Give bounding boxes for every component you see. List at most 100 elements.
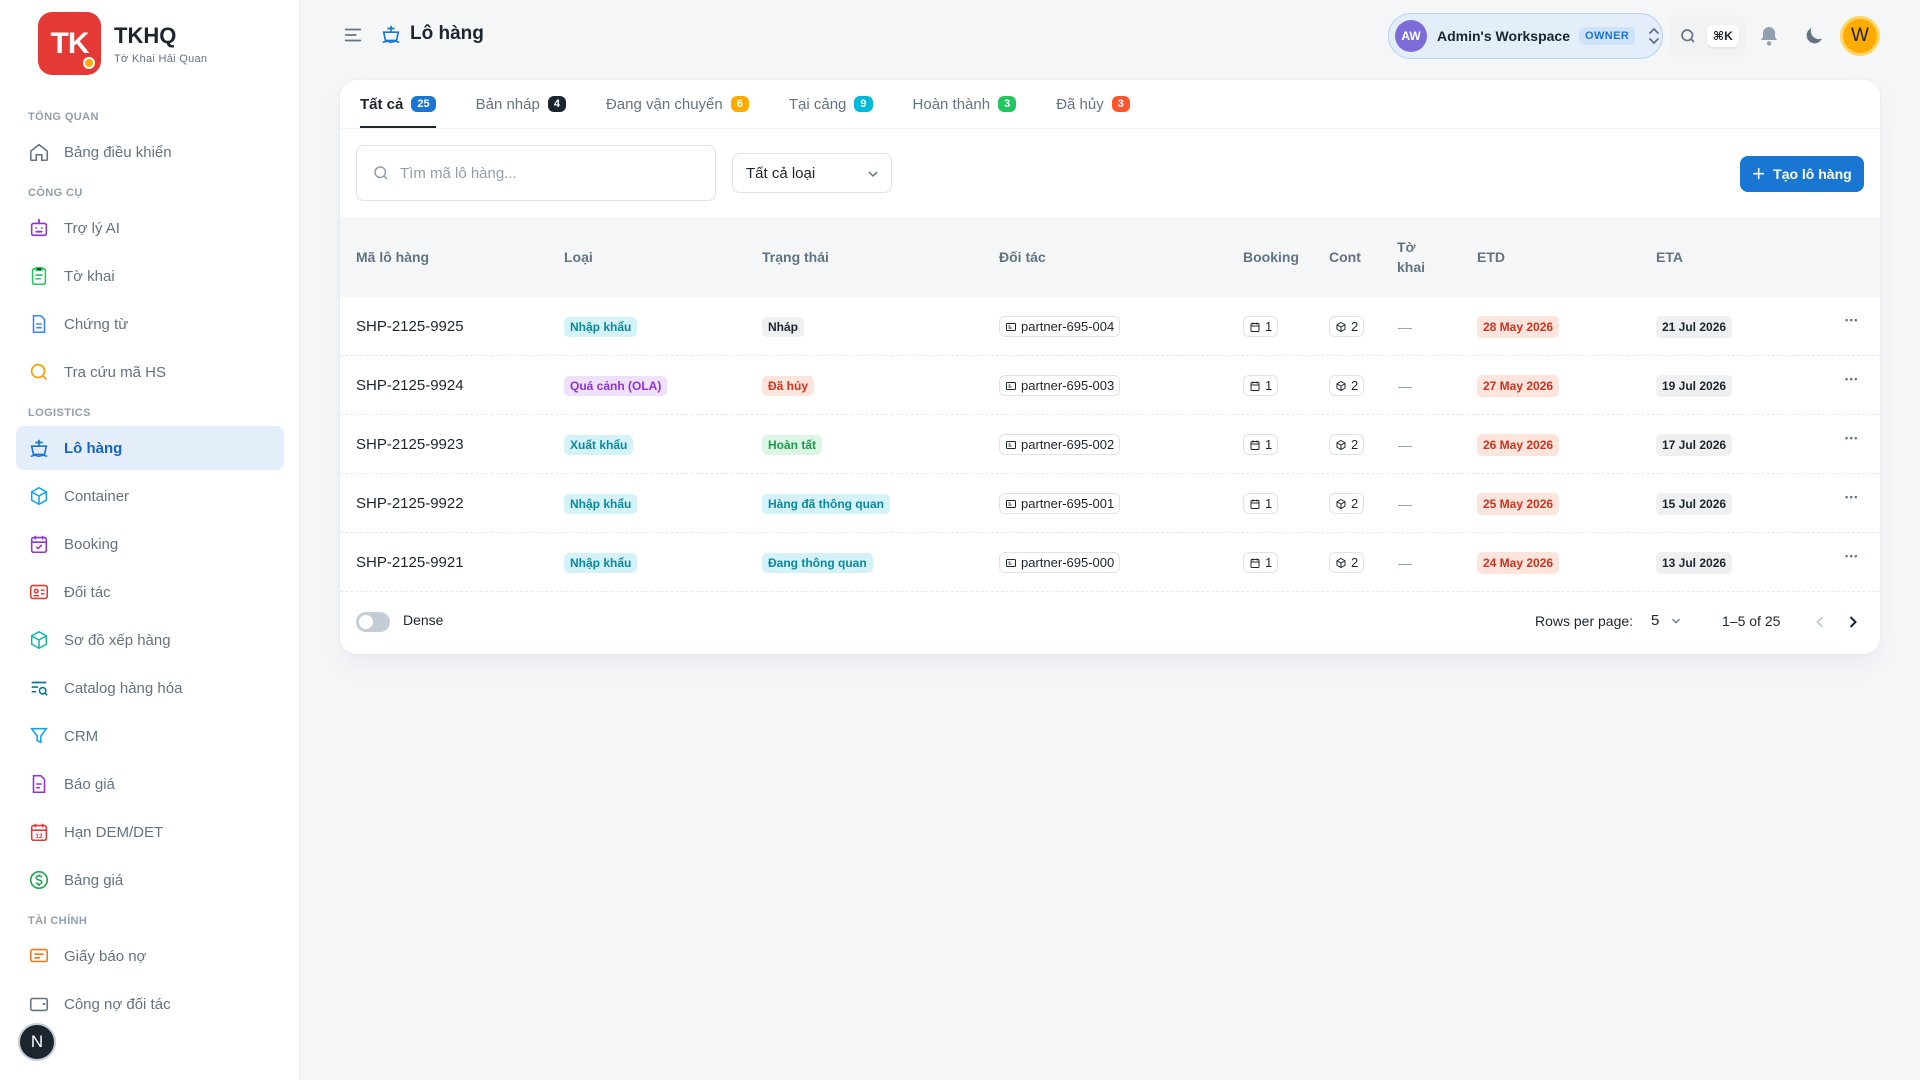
status-tab[interactable]: Hoàn thành 3 (913, 80, 1017, 128)
type-chip: Quá cảnh (OLA) (564, 375, 668, 396)
column-header[interactable]: Mã lô hàng (356, 249, 430, 265)
partner-chip[interactable]: partner-695-004 (999, 316, 1121, 337)
container-count-chip[interactable]: 2 (1329, 493, 1365, 514)
brand[interactable]: TK TKHQ Tờ Khai Hải Quan (38, 12, 207, 75)
moon-icon[interactable] (1802, 24, 1826, 48)
shipment-code[interactable]: SHP-2125-9921 (356, 554, 464, 571)
sidebar-item[interactable]: Trợ lý AI (16, 206, 284, 250)
workspace-switcher[interactable]: AW Admin's Workspace OWNER (1388, 13, 1663, 59)
sidebar-item-label: Catalog hàng hóa (64, 679, 183, 697)
sidebar-item[interactable]: Lô hàng (16, 426, 284, 470)
declaration-value: — (1398, 495, 1412, 512)
shipment-code[interactable]: SHP-2125-9922 (356, 495, 464, 512)
booking-count: 1 (1265, 437, 1273, 452)
column-header[interactable]: Đối tác (999, 249, 1046, 265)
box-icon (1336, 498, 1346, 509)
column-header[interactable]: ETD (1477, 249, 1505, 265)
calendar-icon (1250, 381, 1260, 391)
column-header[interactable]: ETA (1656, 249, 1683, 265)
partner-chip[interactable]: partner-695-000 (999, 552, 1121, 573)
rows-per-page-select[interactable]: 5 (1651, 612, 1683, 629)
container-count-chip[interactable]: 2 (1329, 552, 1365, 573)
sidebar-item[interactable]: Catalog hàng hóa (16, 666, 284, 710)
sidebar-item[interactable]: CRM (16, 714, 284, 758)
sidebar-item[interactable]: Chứng từ (16, 302, 284, 346)
sidebar-item[interactable]: Báo giá (16, 762, 284, 806)
more-actions-icon[interactable]: ••• (1845, 433, 1859, 443)
calendar-12-icon: 12 (28, 821, 50, 843)
sidebar-item[interactable]: Bảng điều khiển (16, 130, 284, 174)
prev-page-icon[interactable] (1810, 612, 1830, 632)
status-tab[interactable]: Đang vận chuyển 6 (606, 80, 749, 128)
menu-toggle-icon[interactable] (342, 24, 364, 46)
shipment-code[interactable]: SHP-2125-9924 (356, 377, 464, 394)
booking-count-chip[interactable]: 1 (1243, 552, 1279, 573)
sidebar-item[interactable]: Tra cứu mã HS (16, 350, 284, 394)
table-row[interactable]: SHP-2125-9923 Xuất khẩu Hoàn tất partner-69… (340, 415, 1880, 474)
sidebar-item[interactable]: Booking (16, 522, 284, 566)
rows-per-page-label: Rows per page: (1535, 613, 1634, 629)
page-heading: Lô hàng (380, 23, 484, 45)
sidebar-item[interactable]: Bảng giá (16, 858, 284, 902)
booking-count-chip[interactable]: 1 (1243, 493, 1279, 514)
workspace-name: Admin's Workspace (1437, 28, 1570, 44)
partner-chip[interactable]: partner-695-002 (999, 434, 1121, 455)
chevron-down-icon (1672, 618, 1681, 624)
more-actions-icon[interactable]: ••• (1845, 551, 1859, 561)
booking-count-chip[interactable]: 1 (1243, 375, 1279, 396)
shipment-code[interactable]: SHP-2125-9925 (356, 318, 464, 335)
container-count-chip[interactable]: 2 (1329, 375, 1365, 396)
search-field[interactable]: Tìm mã lô hàng... (356, 145, 716, 201)
partner-chip[interactable]: partner-695-003 (999, 375, 1121, 396)
column-header[interactable]: Loại (564, 249, 593, 265)
sidebar-nav: TỔNG QUAN Bảng điều khiển CÔNG CỤ Trợ lý AI… (16, 98, 284, 1030)
user-avatar[interactable]: W (1840, 16, 1880, 56)
next-page-icon[interactable] (1843, 612, 1863, 632)
table-row[interactable]: SHP-2125-9924 Quá cảnh (OLA) Đã hủy partner… (340, 356, 1880, 415)
eta-date: 19 Jul 2026 (1656, 374, 1733, 397)
eta-date: 21 Jul 2026 (1656, 315, 1733, 338)
search-input[interactable]: Tìm mã lô hàng... (400, 164, 517, 182)
column-header[interactable]: Booking (1243, 249, 1299, 265)
table-row[interactable]: SHP-2125-9922 Nhập khẩu Hàng đã thông quan… (340, 474, 1880, 533)
search-icon (1681, 29, 1695, 43)
shipment-code[interactable]: SHP-2125-9923 (356, 436, 464, 453)
container-count-chip[interactable]: 2 (1329, 434, 1365, 455)
box-icon (1336, 321, 1346, 332)
sidebar-item[interactable]: Đối tác (16, 570, 284, 614)
more-actions-icon[interactable]: ••• (1845, 374, 1859, 384)
sidebar-item[interactable]: 12 Hạn DEM/DET (16, 810, 284, 854)
column-header[interactable]: Cont (1329, 249, 1361, 265)
more-actions-icon[interactable]: ••• (1845, 315, 1859, 325)
bell-icon[interactable] (1757, 24, 1781, 48)
more-actions-icon[interactable]: ••• (1845, 492, 1859, 502)
partner-name: partner-695-003 (1021, 378, 1115, 393)
status-tab[interactable]: Tại cảng 9 (789, 80, 873, 128)
table-header: Mã lô hàng Loại Trạng thái Đối tác Booking Co… (340, 217, 1880, 297)
sidebar-item[interactable]: Giấy báo nợ (16, 934, 284, 978)
dense-toggle[interactable] (356, 612, 390, 632)
table-row[interactable]: SHP-2125-9925 Nhập khẩu Nháp partner-695-00… (340, 297, 1880, 356)
status-tab[interactable]: Tất cả 25 (360, 80, 436, 128)
booking-count-chip[interactable]: 1 (1243, 316, 1279, 337)
sidebar-item[interactable]: Tờ khai (16, 254, 284, 298)
partner-chip[interactable]: partner-695-001 (999, 493, 1121, 514)
status-tab[interactable]: Bản nháp 4 (476, 80, 566, 128)
brand-logo-dot (83, 57, 95, 69)
shipments-card: Tất cả 25 Bản nháp 4 Đang vận chuyển 6 Tại cản… (340, 80, 1880, 654)
sidebar-item[interactable]: Sơ đồ xếp hàng (16, 618, 284, 662)
column-header[interactable]: Trạng thái (762, 249, 829, 265)
status-tab[interactable]: Đã hủy 3 (1056, 80, 1130, 128)
tab-count-badge: 4 (547, 96, 566, 112)
container-count-chip[interactable]: 2 (1329, 316, 1365, 337)
table-row[interactable]: SHP-2125-9921 Nhập khẩu Đang thông quan par… (340, 533, 1880, 592)
sidebar-item[interactable]: Công nợ đối tác (16, 982, 284, 1026)
sidebar-item[interactable]: Container (16, 474, 284, 518)
booking-count-chip[interactable]: 1 (1243, 434, 1279, 455)
floating-avatar[interactable]: N (18, 1023, 56, 1061)
create-shipment-button[interactable]: + Tạo lô hàng (1740, 156, 1864, 192)
column-header[interactable]: Tờ khai (1397, 239, 1426, 275)
global-search-button[interactable]: ⌘K (1669, 15, 1746, 57)
eta-date: 17 Jul 2026 (1656, 433, 1733, 456)
type-filter-select[interactable]: Tất cả loại (732, 153, 892, 193)
